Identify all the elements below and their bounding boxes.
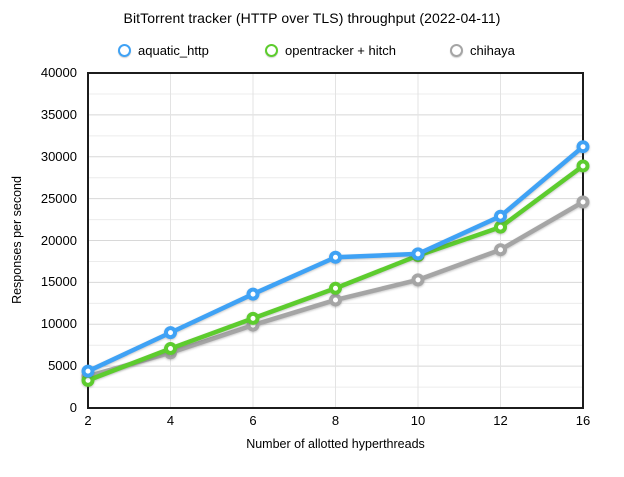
x-tick-label: 6 [249,413,257,428]
legend-label: aquatic_http [138,42,209,58]
x-tick-label: 2 [84,413,92,428]
y-tick-label: 10000 [40,316,77,332]
data-point-marker [576,159,590,173]
series-aquatic-http [81,140,590,378]
data-point-marker [329,293,342,307]
ring-marker-icon [265,43,278,57]
y-tick-label: 35000 [40,106,77,122]
data-point-marker [494,220,507,234]
y-tick-label: 40000 [40,65,77,80]
legend-item-opentracker-hitch: opentracker + hitch [265,41,396,59]
y-tick-label: 0 [69,400,77,415]
ring-marker-icon [118,43,131,57]
data-point-marker [81,364,95,378]
y-tick-label: 30000 [40,148,77,164]
chart-title: BitTorrent tracker (HTTP over TLS) throu… [123,10,501,26]
x-tick-label: 12 [493,413,508,428]
data-point-marker [329,250,342,264]
x-tick-label: 10 [410,413,426,428]
y-tick-label: 15000 [40,274,77,290]
data-point-marker [164,342,177,356]
data-point-marker [411,273,425,287]
data-point-marker [494,243,507,257]
data-point-marker [246,287,260,301]
data-point-marker [164,326,177,340]
x-axis-title: Number of allotted hyperthreads [246,437,425,451]
legend-item-aquatic-http: aquatic_http [118,41,209,59]
y-tick-label: 20000 [40,232,77,248]
plot-border [87,72,584,409]
legend-item-chihaya: chihaya [450,41,515,59]
legend: aquatic_http opentracker + hitch chihaya [0,41,624,59]
data-point-marker [246,311,260,325]
legend-label: opentracker + hitch [285,42,396,58]
data-point-marker [411,247,425,261]
x-tick-label: 4 [166,413,175,428]
x-tick-label: 16 [575,413,591,428]
y-tick-label: 25000 [40,190,77,206]
legend-label: chihaya [470,42,515,58]
data-point-marker [494,209,507,223]
x-tick-label: 8 [331,413,340,428]
data-point-marker [576,140,590,154]
data-point-marker [329,281,342,295]
ring-marker-icon [450,43,463,57]
y-tick-label: 5000 [48,358,77,374]
data-point-marker [576,195,590,209]
